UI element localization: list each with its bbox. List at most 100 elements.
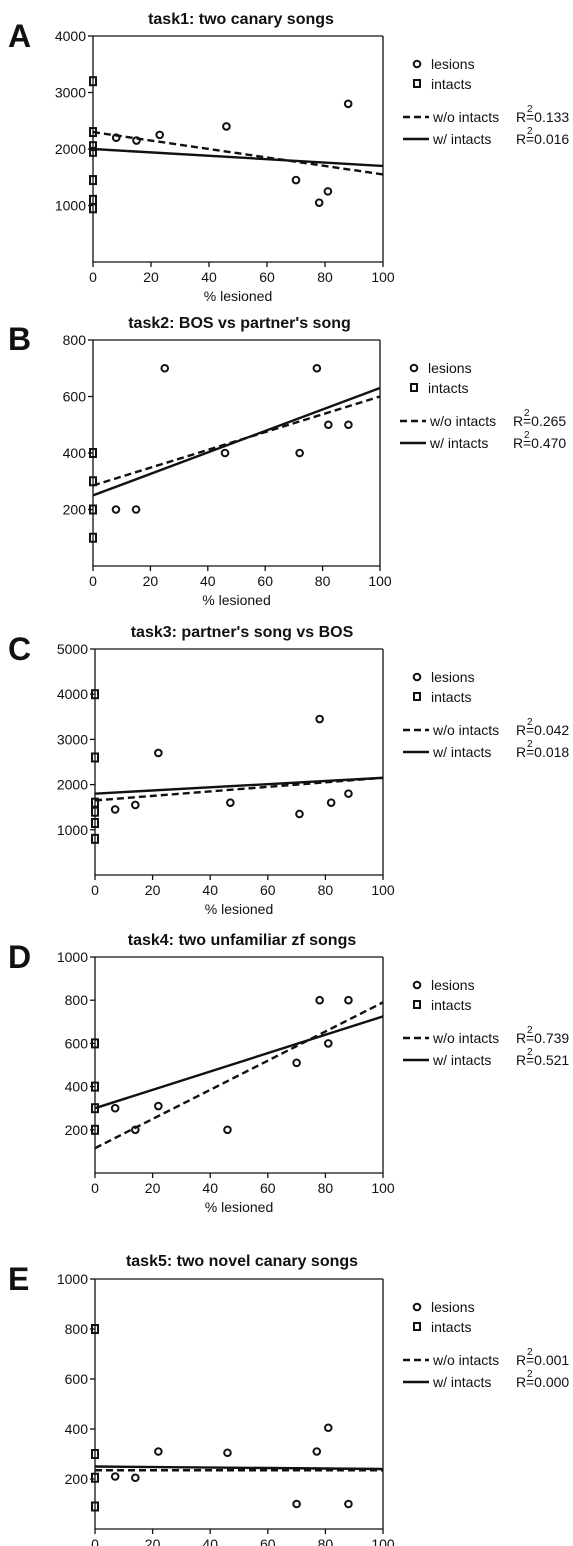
y-tick-label: 1000 bbox=[57, 949, 88, 965]
r-squared-superscript: 2 bbox=[527, 717, 533, 728]
legend-fit-label: w/ intacts bbox=[432, 744, 491, 760]
x-tick-label: 60 bbox=[260, 1536, 276, 1546]
r-squared-symbol: R bbox=[516, 722, 526, 738]
intact-point bbox=[91, 1038, 99, 1049]
r-squared-superscript: 2 bbox=[527, 104, 533, 115]
fit-line-with-intacts bbox=[92, 386, 381, 497]
intact-point bbox=[89, 203, 97, 214]
lesion-point bbox=[343, 99, 353, 109]
r-squared-value: =0.133 bbox=[526, 109, 569, 125]
chart-title: task2: BOS vs partner's song bbox=[128, 315, 351, 332]
y-tick-label: 200 bbox=[65, 1122, 89, 1138]
lesion-point bbox=[220, 448, 230, 458]
r-squared-symbol: R bbox=[516, 1352, 526, 1368]
legend-intacts-marker bbox=[413, 1000, 421, 1009]
y-tick-label: 600 bbox=[65, 1371, 89, 1387]
r-squared-symbol: R bbox=[516, 1030, 526, 1046]
intact-point bbox=[91, 1449, 99, 1459]
lesion-point bbox=[292, 1058, 301, 1068]
lesion-point bbox=[160, 363, 170, 373]
r-squared-value: =0.470 bbox=[523, 435, 566, 451]
x-tick-label: 40 bbox=[201, 269, 217, 285]
x-axis-label: % lesioned bbox=[202, 592, 271, 608]
r-squared-symbol: R bbox=[516, 131, 526, 147]
x-tick-label: 20 bbox=[143, 573, 159, 589]
r-squared-symbol: R bbox=[516, 109, 526, 125]
x-tick-label: 20 bbox=[145, 1180, 161, 1196]
legend-intacts-marker bbox=[413, 79, 421, 88]
legend-fit-label: w/o intacts bbox=[432, 722, 499, 738]
panel-letter: B bbox=[8, 321, 31, 357]
lesion-point bbox=[110, 1472, 120, 1481]
intact-point bbox=[89, 476, 97, 487]
x-tick-label: 0 bbox=[91, 1536, 99, 1546]
intact-point bbox=[91, 752, 99, 763]
r-squared-symbol: R bbox=[516, 1052, 526, 1068]
lesion-point bbox=[292, 1499, 301, 1509]
x-tick-label: 80 bbox=[317, 269, 333, 285]
fit-line-without-intacts bbox=[92, 130, 384, 176]
r-squared-superscript: 2 bbox=[527, 1369, 533, 1380]
legend-lesions-label: lesions bbox=[431, 56, 475, 72]
legend-lesions-marker bbox=[412, 672, 422, 682]
legend-intacts-marker bbox=[413, 1322, 421, 1331]
lesion-point bbox=[344, 1499, 353, 1509]
r-squared-superscript: 2 bbox=[527, 1047, 533, 1058]
lesion-point bbox=[326, 798, 336, 807]
intact-point bbox=[89, 76, 97, 87]
lesion-point bbox=[295, 809, 304, 819]
legend-intacts-label: intacts bbox=[428, 380, 468, 396]
x-tick-label: 60 bbox=[259, 269, 275, 285]
r-squared-value: =0.018 bbox=[526, 744, 569, 760]
y-tick-label: 4000 bbox=[57, 686, 88, 702]
r-squared-symbol: R bbox=[516, 1374, 526, 1390]
lesion-point bbox=[323, 187, 333, 196]
x-tick-label: 20 bbox=[145, 882, 161, 898]
lesion-point bbox=[295, 448, 304, 458]
fit-line-with-intacts bbox=[92, 147, 384, 168]
r-squared-value: =0.521 bbox=[526, 1052, 569, 1068]
legend-fit-label: w/o intacts bbox=[432, 1030, 499, 1046]
x-tick-label: 100 bbox=[371, 1180, 395, 1196]
r-squared-superscript: 2 bbox=[527, 126, 533, 137]
r-squared-value: =0.016 bbox=[526, 131, 569, 147]
fit-line-without-intacts bbox=[94, 776, 384, 802]
legend-lesions-label: lesions bbox=[431, 1299, 475, 1315]
lesion-point bbox=[111, 133, 121, 142]
legend-lesions-label: lesions bbox=[428, 360, 472, 376]
r-squared-superscript: 2 bbox=[527, 1347, 533, 1358]
r-squared-value: =0.739 bbox=[526, 1030, 569, 1046]
legend-lesions-marker bbox=[409, 363, 419, 373]
intact-point bbox=[89, 127, 97, 138]
lesion-point bbox=[314, 198, 324, 207]
fit-line-with-intacts bbox=[94, 1465, 384, 1471]
x-tick-label: 0 bbox=[89, 573, 97, 589]
y-tick-label: 400 bbox=[63, 445, 87, 461]
legend-fit-label: w/ intacts bbox=[432, 1052, 491, 1068]
panel-letter: A bbox=[8, 18, 31, 54]
panel-letter: D bbox=[8, 939, 31, 975]
x-tick-label: 0 bbox=[91, 882, 99, 898]
legend-lesions-label: lesions bbox=[431, 977, 475, 993]
x-tick-label: 80 bbox=[318, 882, 334, 898]
intact-point bbox=[91, 1124, 99, 1135]
lesion-point bbox=[131, 800, 140, 810]
legend-lesions-marker bbox=[412, 1302, 422, 1312]
intact-point bbox=[91, 806, 99, 817]
x-tick-label: 60 bbox=[260, 882, 276, 898]
chart-title: task3: partner's song vs BOS bbox=[131, 624, 354, 641]
x-tick-label: 40 bbox=[200, 573, 216, 589]
chart-title: task4: two unfamiliar zf songs bbox=[128, 932, 357, 949]
lesion-point bbox=[223, 1125, 232, 1135]
lesion-point bbox=[344, 995, 353, 1005]
lesion-point bbox=[154, 748, 163, 758]
y-tick-label: 200 bbox=[63, 502, 87, 518]
lesion-point bbox=[131, 1473, 140, 1483]
r-squared-superscript: 2 bbox=[524, 408, 530, 419]
lesion-point bbox=[324, 420, 333, 430]
x-tick-label: 80 bbox=[318, 1180, 334, 1196]
r-squared-symbol: R bbox=[516, 744, 526, 760]
intact-point bbox=[91, 797, 99, 808]
